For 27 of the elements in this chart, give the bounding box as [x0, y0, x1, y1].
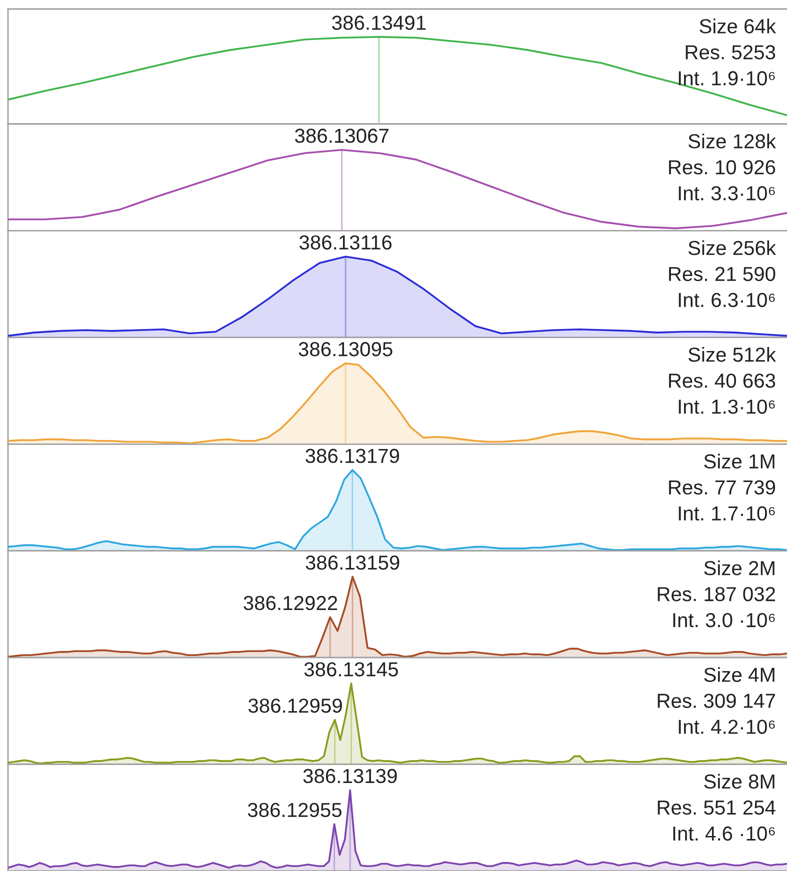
annotation: 386.12955: [248, 802, 342, 818]
annotation: 386.13095: [298, 342, 392, 356]
chart-title: Size 256k: [688, 240, 776, 256]
chart-title: Size 8M: [704, 774, 774, 789]
text: Res. 21 590 Int. 6.3·10⁶: [669, 266, 776, 308]
annotation: 386.13145: [304, 662, 398, 676]
chart-title: Size 1M: [704, 454, 774, 469]
annotation: 386.13116: [299, 235, 392, 250]
annotation: 386.13159: [306, 555, 400, 570]
chart-title: Size 64k: [700, 18, 776, 34]
annotation: 386.12959: [248, 698, 342, 713]
chart-title: Size 2M: [704, 560, 774, 576]
chart-title: Size 128k: [688, 134, 776, 148]
annotation: 386.13179: [306, 448, 400, 464]
annotation: 386.13491: [332, 16, 426, 30]
text: Res. 40 663 Int. 1.3·10⁶: [669, 374, 776, 414]
text: Res. 10 926 Int. 3.3·10⁶: [669, 160, 776, 200]
annotation: 386.13139: [303, 768, 397, 784]
chart-title: Size 512k: [688, 347, 776, 362]
chart-title: Size 4M: [704, 667, 774, 682]
text: Res. 77 739 Int. 1.7·10⁶: [669, 480, 776, 521]
annotation: 386.13067: [295, 128, 388, 143]
text: Res. 551 254 Int. 4.6 ·10⁶: [658, 800, 776, 841]
text: Res. 187 032 Int. 3.0 ·10⁶: [658, 587, 775, 628]
text: Res. 309 147 Int. 4.2·10⁶: [658, 694, 775, 734]
text: Res. 5253 Int. 1.9·10⁶: [678, 45, 776, 86]
annotation: 386.12922: [244, 596, 338, 610]
